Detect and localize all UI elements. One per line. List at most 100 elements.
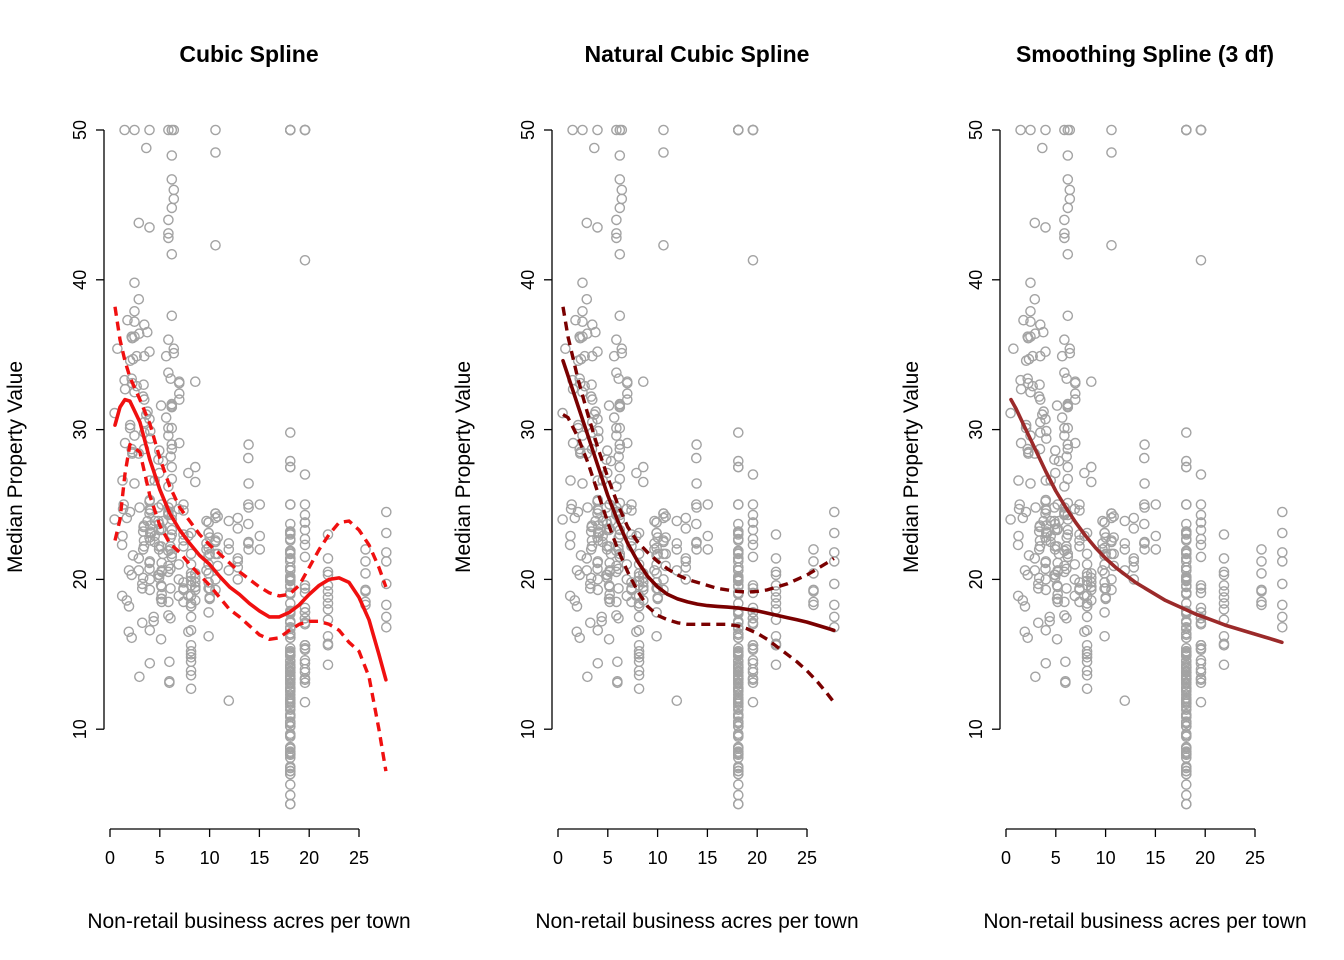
data-point — [1195, 587, 1207, 599]
data-point — [633, 625, 645, 636]
data-point — [129, 305, 140, 317]
data-point — [148, 611, 159, 623]
data-point — [1074, 541, 1085, 552]
data-point — [1218, 529, 1230, 540]
data-point — [1074, 535, 1085, 546]
data-point — [691, 536, 702, 548]
data-point — [1033, 544, 1045, 555]
data-point — [733, 765, 744, 777]
data-point — [299, 539, 311, 551]
data-point — [1181, 572, 1192, 584]
data-point — [614, 439, 626, 450]
data-point — [299, 499, 311, 510]
data-point — [581, 217, 593, 229]
data-point — [322, 553, 334, 564]
y-tick-label: 30 — [966, 420, 986, 440]
data-point — [284, 696, 296, 708]
data-point — [112, 343, 123, 355]
data-point — [1086, 461, 1097, 473]
data-point — [808, 599, 819, 611]
data-point — [284, 623, 296, 635]
data-point — [770, 659, 782, 671]
data-point — [626, 505, 637, 516]
data-point — [658, 508, 669, 519]
data-point — [575, 332, 586, 344]
data-point — [124, 355, 136, 367]
data-point — [1139, 518, 1150, 530]
data-point — [1025, 124, 1036, 136]
data-point — [119, 124, 130, 136]
data-point — [284, 580, 296, 591]
data-point — [611, 566, 622, 578]
data-point — [1218, 580, 1230, 591]
data-point — [144, 222, 155, 233]
data-point — [808, 556, 819, 567]
data-point — [210, 239, 221, 251]
data-point — [284, 674, 296, 686]
data-point — [284, 643, 296, 654]
data-point — [1005, 514, 1016, 525]
data-point — [1181, 670, 1192, 681]
data-point — [1064, 124, 1076, 136]
y-axis-label: Median Property Value — [900, 361, 923, 573]
data-point — [1181, 643, 1192, 654]
data-point — [185, 670, 197, 681]
data-point — [1029, 217, 1041, 229]
data-point — [1040, 563, 1051, 575]
data-point — [702, 499, 714, 510]
data-point — [592, 413, 603, 425]
data-point — [299, 696, 311, 708]
data-point — [808, 584, 819, 596]
data-point — [185, 611, 197, 623]
data-point — [284, 572, 296, 584]
data-point — [1181, 696, 1192, 708]
data-point — [380, 527, 392, 539]
data-point — [577, 305, 588, 317]
data-point — [173, 437, 185, 449]
data-point — [1181, 124, 1192, 136]
data-point — [1033, 578, 1044, 590]
data-point — [223, 565, 235, 576]
data-point — [1181, 518, 1192, 530]
data-point — [134, 671, 145, 683]
data-point — [1081, 559, 1093, 570]
data-point — [631, 626, 642, 638]
data-point — [680, 556, 692, 567]
data-point — [380, 578, 392, 590]
data-point — [299, 667, 311, 678]
data-point — [1181, 650, 1192, 662]
data-point — [173, 394, 185, 405]
data-point — [622, 377, 633, 389]
data-point — [1139, 452, 1150, 464]
y-tick-label: 20 — [70, 569, 90, 589]
data-point — [189, 595, 201, 606]
data-point — [733, 708, 744, 720]
data-point — [1052, 557, 1063, 569]
data-point — [164, 656, 175, 668]
data-point — [604, 593, 616, 605]
data-point — [1070, 394, 1081, 405]
data-point — [1119, 544, 1131, 555]
data-point — [633, 559, 645, 570]
data-point — [1019, 601, 1031, 612]
data-point — [164, 677, 175, 689]
data-point — [1060, 677, 1071, 689]
data-point — [156, 596, 167, 608]
data-point — [380, 506, 392, 518]
data-point — [185, 548, 197, 560]
data-point — [626, 596, 637, 608]
data-point — [203, 631, 214, 642]
data-point — [185, 652, 197, 663]
data-point — [210, 124, 221, 136]
data-point — [1086, 584, 1097, 596]
data-point — [592, 625, 604, 636]
data-point — [733, 768, 744, 780]
data-point — [299, 580, 311, 591]
x-tick-label: 0 — [1001, 848, 1011, 868]
data-point — [770, 592, 782, 603]
data-point — [1041, 433, 1052, 444]
data-point — [1020, 355, 1032, 367]
data-point — [1181, 716, 1192, 728]
data-point — [1013, 475, 1024, 486]
data-point — [1195, 469, 1207, 480]
